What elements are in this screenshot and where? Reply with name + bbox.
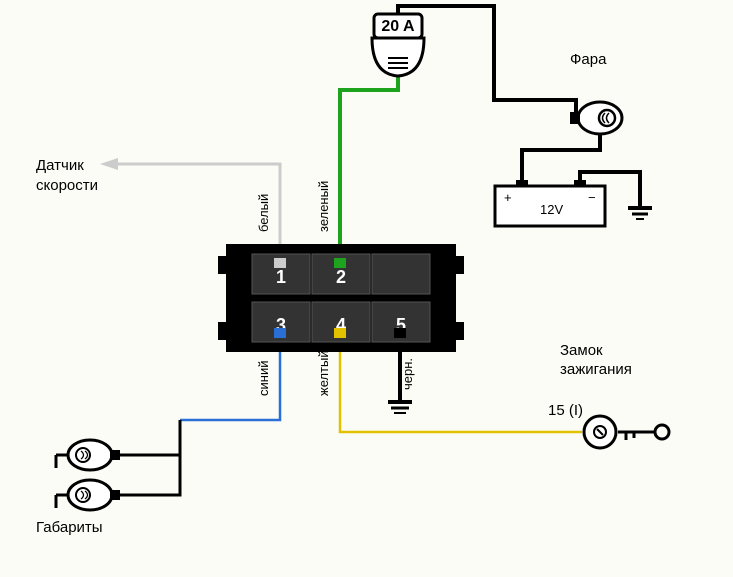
ignition-label-1: Замок bbox=[560, 342, 603, 359]
battery-label: 12V bbox=[540, 202, 563, 217]
pin-empty bbox=[372, 254, 430, 294]
connector: 1 2 3 4 5 bbox=[218, 244, 464, 352]
wire-label-yellow: желтый bbox=[316, 350, 331, 396]
wire-label-green: зеленый bbox=[316, 181, 331, 232]
parking-bulb-1-icon bbox=[68, 440, 120, 470]
svg-text:2: 2 bbox=[336, 267, 346, 287]
parking-lights-label: Габариты bbox=[36, 519, 103, 536]
wire-label-black: черн. bbox=[400, 358, 415, 390]
wire-label-blue: синий bbox=[256, 361, 271, 396]
wire-white-arrow bbox=[100, 158, 118, 170]
parking-lights bbox=[56, 420, 180, 510]
wire-label-white: белый bbox=[256, 194, 271, 232]
ignition-icon bbox=[584, 416, 669, 448]
battery-plus: + bbox=[504, 190, 512, 205]
battery-minus: − bbox=[588, 190, 596, 205]
fuse-label: 20 A bbox=[381, 18, 415, 35]
svg-text:1: 1 bbox=[276, 267, 286, 287]
fuse-icon: 20 A bbox=[372, 14, 424, 76]
parking-bulb-2-icon bbox=[68, 480, 120, 510]
ignition-label-2: зажигания bbox=[560, 361, 632, 378]
battery-ground-icon bbox=[628, 208, 652, 219]
speed-sensor-label-2: скорости bbox=[36, 177, 98, 194]
ignition-terminal-label: 15 (I) bbox=[548, 402, 583, 419]
headlamp-label: Фара bbox=[570, 51, 607, 68]
speed-sensor-label-1: Датчик bbox=[36, 157, 84, 174]
battery-icon: + − 12V bbox=[495, 180, 605, 226]
wire-green bbox=[340, 76, 398, 265]
